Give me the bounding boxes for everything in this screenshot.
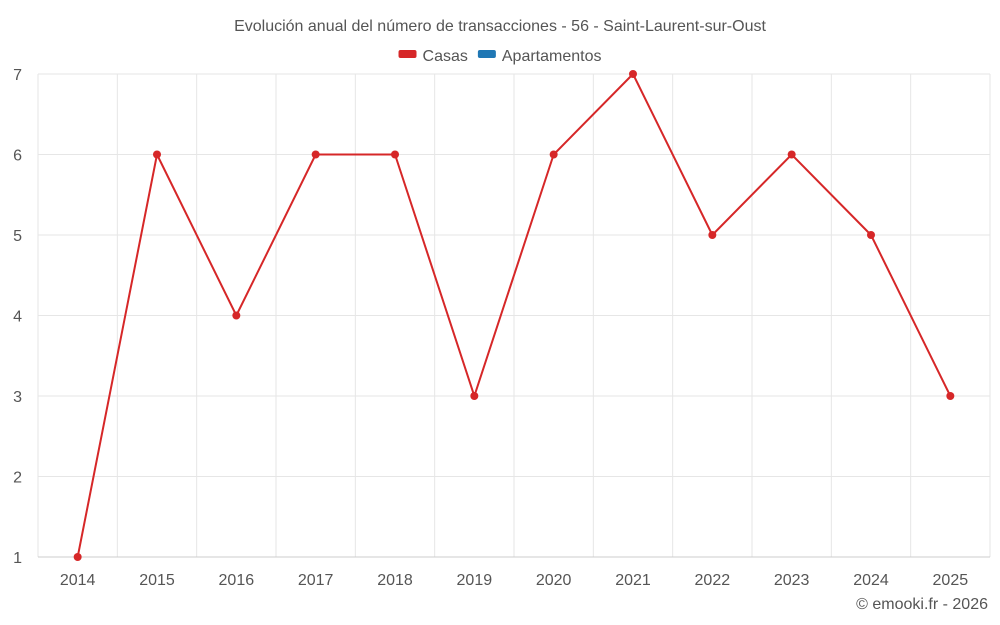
data-point-casas-2020[interactable]: [549, 150, 558, 159]
x-tick-label: 2020: [536, 572, 572, 589]
legend-swatch: [398, 50, 417, 58]
y-axis-tick-labels: 1 2 3 4 5 6 7: [13, 67, 22, 567]
y-tick-label: 3: [13, 389, 22, 406]
x-tick-label: 2016: [219, 572, 255, 589]
y-tick-label: 2: [13, 470, 22, 487]
x-tick-label: 2022: [695, 572, 731, 589]
data-point-casas-2017[interactable]: [311, 150, 320, 159]
x-tick-label: 2015: [139, 572, 175, 589]
x-axis-tick-labels: 2014 2015 2016 2017 2018 2019 2020 2021 2022 2023…: [60, 572, 968, 589]
data-point-casas-2021[interactable]: [629, 70, 637, 78]
x-tick-label: 2014: [60, 572, 96, 589]
data-point-casas-2023[interactable]: [787, 150, 796, 159]
data-point-casas-2018[interactable]: [391, 150, 399, 159]
x-tick-label: 2019: [457, 572, 493, 589]
y-tick-label: 4: [13, 309, 22, 326]
data-point-casas-2024[interactable]: [867, 231, 875, 239]
x-tick-label: 2021: [615, 572, 651, 589]
legend-label: Casas: [423, 48, 468, 65]
legend-item-apartamentos[interactable]: Apartamentos: [477, 48, 602, 65]
data-point-casas-2014[interactable]: [73, 553, 82, 561]
data-point-casas-2019[interactable]: [470, 392, 479, 400]
y-tick-label: 7: [13, 67, 22, 84]
y-tick-label: 6: [13, 148, 22, 165]
series-line-casas: [76, 72, 952, 558]
x-tick-label: 2023: [774, 572, 810, 589]
credit-text: © emooki.fr - 2026: [856, 596, 988, 613]
y-tick-label: 5: [13, 228, 22, 245]
data-point-casas-2016[interactable]: [232, 311, 241, 320]
data-point-casas-2015[interactable]: [153, 150, 161, 159]
legend-swatch: [477, 50, 496, 58]
chart-title: Evolución anual del número de transaccio…: [234, 18, 766, 35]
data-point-casas-2025[interactable]: [946, 392, 955, 400]
x-tick-label: 2017: [298, 572, 334, 589]
series-group: [73, 70, 955, 561]
x-tick-label: 2025: [933, 572, 969, 589]
legend-label: Apartamentos: [502, 48, 602, 65]
y-tick-label: 1: [13, 550, 22, 567]
x-tick-label: 2024: [853, 572, 889, 589]
legend: Casas Apartamentos: [398, 48, 602, 65]
legend-item-casas[interactable]: Casas: [398, 48, 468, 65]
data-point-casas-2022[interactable]: [708, 231, 717, 239]
x-tick-label: 2018: [377, 572, 413, 589]
